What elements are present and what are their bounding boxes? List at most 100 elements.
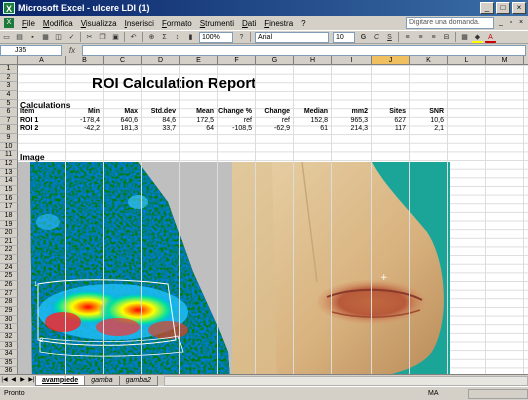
menu-file[interactable]: File <box>22 18 35 28</box>
prev-sheet-icon[interactable]: ◀ <box>11 377 16 383</box>
row-header-4[interactable]: 4 <box>0 90 18 100</box>
tab-avampiede[interactable]: avampiede <box>35 375 86 386</box>
spell-icon[interactable]: ✓ <box>68 33 75 41</box>
doc-close-icon[interactable]: × <box>518 19 524 26</box>
font-select[interactable]: Arial <box>255 31 329 43</box>
row-header-7[interactable]: 7 <box>0 116 18 126</box>
row-header-2[interactable]: 2 <box>0 73 18 83</box>
align-left-icon[interactable]: ≡ <box>405 33 410 41</box>
help-icon[interactable]: ? <box>239 33 244 41</box>
fill-color-icon[interactable]: ◆ <box>472 32 483 43</box>
table-header-cell[interactable]: Item <box>20 107 35 115</box>
row-header-26[interactable]: 26 <box>0 281 18 290</box>
row-header-3[interactable]: 3 <box>0 82 18 91</box>
row-header-1[interactable]: 1 <box>0 65 18 74</box>
column-header-c[interactable]: C <box>104 56 142 65</box>
doc-restore-icon[interactable]: ▫ <box>509 19 513 26</box>
table-cell[interactable]: -178,4 <box>80 116 100 124</box>
cut-icon[interactable]: ✂ <box>86 33 93 41</box>
row-header-25[interactable]: 25 <box>0 272 18 282</box>
perfusion-heatmap-image[interactable]: 1 2 <box>18 162 232 374</box>
table-cell[interactable]: 10,6 <box>430 116 444 124</box>
row-header-8[interactable]: 8 <box>0 125 18 135</box>
row-header-33[interactable]: 33 <box>0 341 18 351</box>
print-icon[interactable]: ▦ <box>42 33 49 41</box>
table-header-cell[interactable]: Median <box>303 107 328 115</box>
row-header-30[interactable]: 30 <box>0 315 18 325</box>
table-cell[interactable]: 152,8 <box>310 116 328 124</box>
row-header-14[interactable]: 14 <box>0 177 18 186</box>
tab-gamba2[interactable]: gamba2 <box>118 375 158 386</box>
table-header-cell[interactable]: Max <box>124 107 138 115</box>
first-sheet-icon[interactable]: |◀ <box>1 377 8 383</box>
italic-button[interactable]: C <box>373 33 380 41</box>
table-header-cell[interactable]: Change % <box>218 107 252 115</box>
menu-inserisci[interactable]: Inserisci <box>124 18 154 28</box>
hyperlink-icon[interactable]: ⊕ <box>148 33 155 41</box>
menu-dati[interactable]: Dati <box>242 18 257 28</box>
row-header-21[interactable]: 21 <box>0 237 18 247</box>
table-cell[interactable]: 214,3 <box>350 125 368 133</box>
row-header-11[interactable]: 11 <box>0 151 18 161</box>
last-sheet-icon[interactable]: ▶| <box>28 377 35 383</box>
column-header-a[interactable]: A <box>18 56 66 65</box>
new-icon[interactable]: ▭ <box>3 33 10 41</box>
formula-input[interactable] <box>82 44 526 56</box>
row-header-13[interactable]: 13 <box>0 168 18 178</box>
table-header-cell[interactable]: Min <box>87 107 100 115</box>
copy-icon[interactable]: ❐ <box>99 33 106 41</box>
table-header-cell[interactable]: Mean <box>196 107 214 115</box>
column-header-j[interactable]: J <box>372 56 410 65</box>
column-header-n[interactable]: N <box>524 56 528 65</box>
autosum-icon[interactable]: Σ <box>162 33 167 41</box>
row-header-29[interactable]: 29 <box>0 306 18 316</box>
table-cell[interactable]: 33,7 <box>162 125 176 133</box>
table-cell[interactable]: 627 <box>394 116 406 124</box>
column-header-g[interactable]: G <box>256 56 294 65</box>
table-cell[interactable]: ROI 1 <box>20 116 39 124</box>
row-header-5[interactable]: 5 <box>0 99 18 109</box>
table-cell[interactable]: 64 <box>206 125 214 133</box>
table-cell[interactable]: ref <box>243 116 252 124</box>
row-header-24[interactable]: 24 <box>0 263 18 273</box>
table-cell[interactable]: 61 <box>320 125 328 133</box>
menu-help[interactable]: ? <box>301 18 306 28</box>
column-header-d[interactable]: D <box>142 56 180 65</box>
horizontal-scrollbar[interactable] <box>163 375 528 386</box>
workbook-icon[interactable]: X <box>4 18 14 28</box>
doc-minimize-icon[interactable]: _ <box>499 19 503 26</box>
column-header-l[interactable]: L <box>448 56 486 65</box>
row-header-20[interactable]: 20 <box>0 229 18 238</box>
table-cell[interactable]: 84,6 <box>162 116 176 124</box>
row-header-19[interactable]: 19 <box>0 220 18 230</box>
menu-visualizza[interactable]: Visualizza <box>80 18 117 28</box>
row-header-17[interactable]: 17 <box>0 203 18 212</box>
table-cell[interactable]: -42,2 <box>84 125 100 133</box>
next-sheet-icon[interactable]: ▶ <box>20 377 25 383</box>
row-header-12[interactable]: 12 <box>0 160 18 169</box>
table-cell[interactable]: 640,6 <box>120 116 138 124</box>
column-header-e[interactable]: E <box>180 56 218 65</box>
cells-area[interactable]: ROI Calculation Report Calculations Item… <box>18 65 528 374</box>
menu-strumenti[interactable]: Strumenti <box>199 18 234 28</box>
help-search-input[interactable]: Digitare una domanda. <box>406 17 494 29</box>
table-cell[interactable]: 965,3 <box>350 116 368 124</box>
foot-ulcer-photo[interactable]: + <box>232 162 450 374</box>
column-header-b[interactable]: B <box>66 56 104 65</box>
paste-icon[interactable]: ▣ <box>112 33 119 41</box>
zoom-select[interactable]: 100% <box>199 31 233 43</box>
bold-button[interactable]: G <box>360 33 367 41</box>
fx-icon[interactable]: fx <box>68 45 76 55</box>
table-header-cell[interactable]: Std.dev <box>150 107 176 115</box>
excel-app-icon[interactable]: X <box>3 2 15 14</box>
table-header-cell[interactable]: SNR <box>429 107 444 115</box>
close-button[interactable]: × <box>512 2 526 14</box>
menu-finestra[interactable]: Finestra <box>264 18 294 28</box>
row-header-18[interactable]: 18 <box>0 211 18 221</box>
table-cell[interactable]: 172,5 <box>196 116 214 124</box>
row-header-32[interactable]: 32 <box>0 332 18 342</box>
row-header-15[interactable]: 15 <box>0 185 18 195</box>
table-cell[interactable]: ROI 2 <box>20 125 39 133</box>
table-cell[interactable]: ref <box>281 116 290 124</box>
row-header-36[interactable]: 36 <box>0 367 18 374</box>
